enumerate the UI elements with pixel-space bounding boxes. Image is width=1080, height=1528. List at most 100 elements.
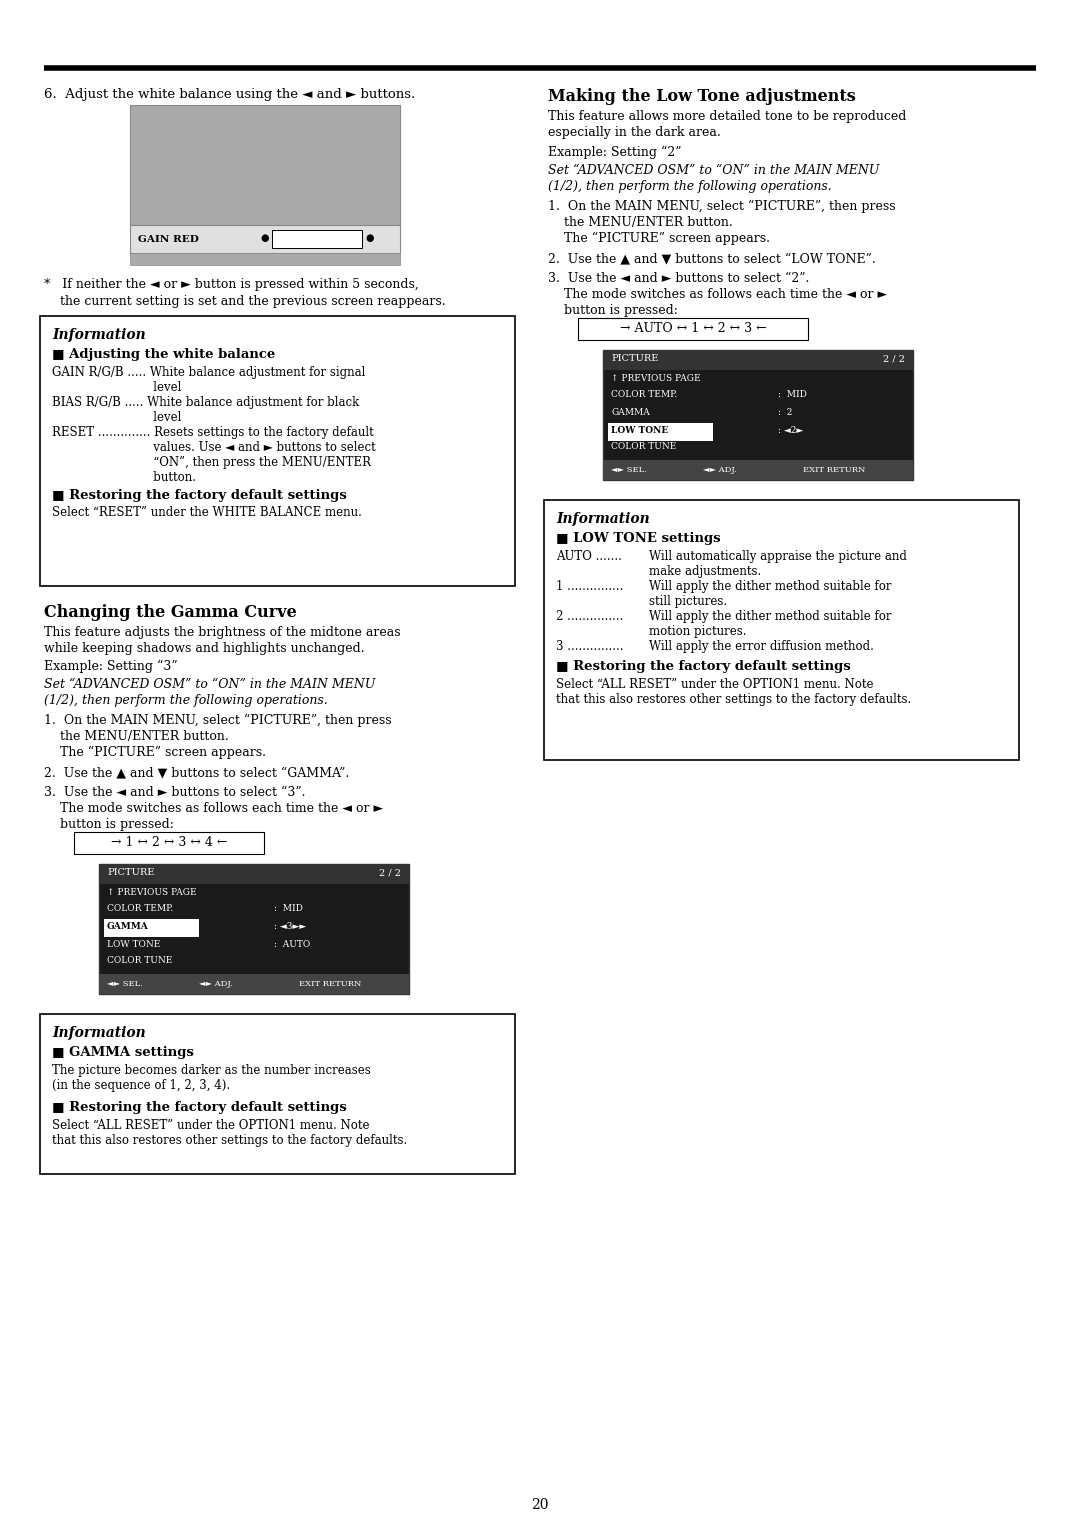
FancyBboxPatch shape [75, 833, 264, 854]
Text: 3 ...............: 3 ............... [556, 640, 623, 652]
FancyBboxPatch shape [272, 231, 362, 248]
FancyBboxPatch shape [603, 460, 913, 480]
Text: COLOR TUNE: COLOR TUNE [611, 442, 676, 451]
Text: ■ Restoring the factory default settings: ■ Restoring the factory default settings [52, 489, 347, 503]
Text: The “PICTURE” screen appears.: The “PICTURE” screen appears. [548, 232, 770, 244]
Text: ◄► ADJ.: ◄► ADJ. [703, 466, 737, 474]
Text: 20: 20 [531, 1497, 549, 1513]
Text: 2 / 2: 2 / 2 [883, 354, 905, 364]
Text: (1/2), then perform the following operations.: (1/2), then perform the following operat… [548, 180, 832, 193]
Text: 6.  Adjust the white balance using the ◄ and ► buttons.: 6. Adjust the white balance using the ◄ … [44, 89, 415, 101]
Text: Example: Setting “2”: Example: Setting “2” [548, 147, 681, 159]
Text: COLOR TEMP.: COLOR TEMP. [611, 390, 677, 399]
Text: Making the Low Tone adjustments: Making the Low Tone adjustments [548, 89, 855, 105]
Text: the current setting is set and the previous screen reappears.: the current setting is set and the previ… [44, 295, 446, 309]
Text: (1/2), then perform the following operations.: (1/2), then perform the following operat… [44, 694, 327, 707]
Text: *   If neither the ◄ or ► button is pressed within 5 seconds,: * If neither the ◄ or ► button is presse… [44, 278, 419, 290]
Text: 1 ...............: 1 ............... [556, 581, 623, 593]
Text: especially in the dark area.: especially in the dark area. [548, 125, 720, 139]
Text: AUTO .......: AUTO ....... [556, 550, 622, 562]
Text: PICTURE: PICTURE [611, 354, 659, 364]
Text: Information: Information [556, 512, 650, 526]
Text: GAIN R/G/B ..... White balance adjustment for signal: GAIN R/G/B ..... White balance adjustmen… [52, 367, 365, 379]
Text: Information: Information [52, 329, 146, 342]
Text: LOW TONE: LOW TONE [107, 940, 160, 949]
FancyBboxPatch shape [603, 350, 913, 480]
Text: The picture becomes darker as the number increases: The picture becomes darker as the number… [52, 1063, 370, 1077]
Text: ■ Adjusting the white balance: ■ Adjusting the white balance [52, 348, 275, 361]
Text: 2.  Use the ▲ and ▼ buttons to select “GAMMA”.: 2. Use the ▲ and ▼ buttons to select “GA… [44, 766, 349, 779]
Text: :  MID: : MID [778, 390, 807, 399]
Text: :  MID: : MID [274, 905, 302, 914]
Text: button.: button. [52, 471, 195, 484]
FancyBboxPatch shape [40, 1015, 515, 1174]
FancyBboxPatch shape [130, 225, 400, 254]
Text: Select “ALL RESET” under the OPTION1 menu. Note: Select “ALL RESET” under the OPTION1 men… [52, 1118, 369, 1132]
Text: → AUTO ↔ 1 ↔ 2 ↔ 3 ←: → AUTO ↔ 1 ↔ 2 ↔ 3 ← [620, 322, 767, 336]
FancyBboxPatch shape [544, 500, 1020, 759]
Text: 1.  On the MAIN MENU, select “PICTURE”, then press: 1. On the MAIN MENU, select “PICTURE”, t… [548, 200, 895, 214]
Text: The mode switches as follows each time the ◄ or ►: The mode switches as follows each time t… [548, 287, 887, 301]
FancyBboxPatch shape [603, 350, 913, 370]
Text: the MENU/ENTER button.: the MENU/ENTER button. [44, 730, 229, 743]
Text: : ◄2►: : ◄2► [778, 426, 804, 435]
Text: GAMMA: GAMMA [107, 921, 149, 931]
Text: 2.  Use the ▲ and ▼ buttons to select “LOW TONE”.: 2. Use the ▲ and ▼ buttons to select “LO… [548, 252, 876, 264]
Text: ■ LOW TONE settings: ■ LOW TONE settings [556, 532, 720, 545]
Text: “ON”, then press the MENU/ENTER: “ON”, then press the MENU/ENTER [52, 455, 372, 469]
Text: This feature allows more detailed tone to be reproduced: This feature allows more detailed tone t… [548, 110, 906, 122]
Text: The mode switches as follows each time the ◄ or ►: The mode switches as follows each time t… [44, 802, 383, 814]
Text: ●: ● [366, 234, 375, 243]
Text: button is pressed:: button is pressed: [44, 817, 174, 831]
Text: ↑ PREVIOUS PAGE: ↑ PREVIOUS PAGE [107, 888, 197, 897]
Text: ↑ PREVIOUS PAGE: ↑ PREVIOUS PAGE [611, 374, 701, 384]
Text: 3.  Use the ◄ and ► buttons to select “2”.: 3. Use the ◄ and ► buttons to select “2”… [548, 272, 809, 286]
Text: BIAS R/G/B ..... White balance adjustment for black: BIAS R/G/B ..... White balance adjustmen… [52, 396, 360, 410]
Text: EXIT RETURN: EXIT RETURN [299, 979, 362, 989]
Text: EXIT RETURN: EXIT RETURN [804, 466, 865, 474]
FancyBboxPatch shape [40, 316, 515, 587]
FancyBboxPatch shape [130, 105, 400, 225]
Text: level: level [52, 411, 181, 423]
Text: Information: Information [52, 1025, 146, 1041]
Text: ◄► SEL.: ◄► SEL. [611, 466, 647, 474]
FancyBboxPatch shape [130, 254, 400, 264]
FancyBboxPatch shape [99, 863, 409, 885]
Text: Changing the Gamma Curve: Changing the Gamma Curve [44, 604, 297, 620]
Text: Will apply the dither method suitable for: Will apply the dither method suitable fo… [649, 610, 891, 623]
Text: 1.  On the MAIN MENU, select “PICTURE”, then press: 1. On the MAIN MENU, select “PICTURE”, t… [44, 714, 392, 727]
Text: GAMMA: GAMMA [611, 408, 650, 417]
Text: ■ Restoring the factory default settings: ■ Restoring the factory default settings [556, 660, 851, 672]
Text: button is pressed:: button is pressed: [548, 304, 678, 316]
Text: : ◄3►►: : ◄3►► [274, 921, 306, 931]
Text: still pictures.: still pictures. [649, 594, 727, 608]
FancyBboxPatch shape [104, 918, 199, 937]
Text: Set “ADVANCED OSM” to “ON” in the MAIN MENU: Set “ADVANCED OSM” to “ON” in the MAIN M… [44, 678, 376, 691]
Text: 2 / 2: 2 / 2 [379, 868, 401, 877]
Text: make adjustments.: make adjustments. [649, 565, 761, 578]
Text: Will automatically appraise the picture and: Will automatically appraise the picture … [649, 550, 907, 562]
Text: values. Use ◄ and ► buttons to select: values. Use ◄ and ► buttons to select [52, 442, 376, 454]
Text: This feature adjusts the brightness of the midtone areas: This feature adjusts the brightness of t… [44, 626, 401, 639]
Text: that this also restores other settings to the factory defaults.: that this also restores other settings t… [556, 694, 912, 706]
FancyBboxPatch shape [578, 318, 808, 341]
Text: ●: ● [260, 234, 269, 243]
Text: RESET .............. Resets settings to the factory default: RESET .............. Resets settings to … [52, 426, 374, 439]
FancyBboxPatch shape [99, 973, 409, 995]
Text: PICTURE: PICTURE [107, 868, 154, 877]
Text: Select “RESET” under the WHITE BALANCE menu.: Select “RESET” under the WHITE BALANCE m… [52, 506, 362, 520]
Text: → 1 ↔ 2 ↔ 3 ↔ 4 ←: → 1 ↔ 2 ↔ 3 ↔ 4 ← [111, 836, 227, 850]
Text: Example: Setting “3”: Example: Setting “3” [44, 660, 177, 674]
Text: Select “ALL RESET” under the OPTION1 menu. Note: Select “ALL RESET” under the OPTION1 men… [556, 678, 874, 691]
Text: :  2: : 2 [778, 408, 793, 417]
Text: ■ GAMMA settings: ■ GAMMA settings [52, 1047, 194, 1059]
Text: while keeping shadows and highlights unchanged.: while keeping shadows and highlights unc… [44, 642, 365, 656]
Text: that this also restores other settings to the factory defaults.: that this also restores other settings t… [52, 1134, 407, 1148]
Text: :  AUTO: : AUTO [274, 940, 310, 949]
Text: 3.  Use the ◄ and ► buttons to select “3”.: 3. Use the ◄ and ► buttons to select “3”… [44, 785, 306, 799]
Text: ◄► ADJ.: ◄► ADJ. [199, 979, 233, 989]
Text: GAIN RED: GAIN RED [138, 234, 199, 243]
Text: ■ Restoring the factory default settings: ■ Restoring the factory default settings [52, 1102, 347, 1114]
Text: Set “ADVANCED OSM” to “ON” in the MAIN MENU: Set “ADVANCED OSM” to “ON” in the MAIN M… [548, 163, 879, 177]
Text: COLOR TUNE: COLOR TUNE [107, 957, 173, 966]
